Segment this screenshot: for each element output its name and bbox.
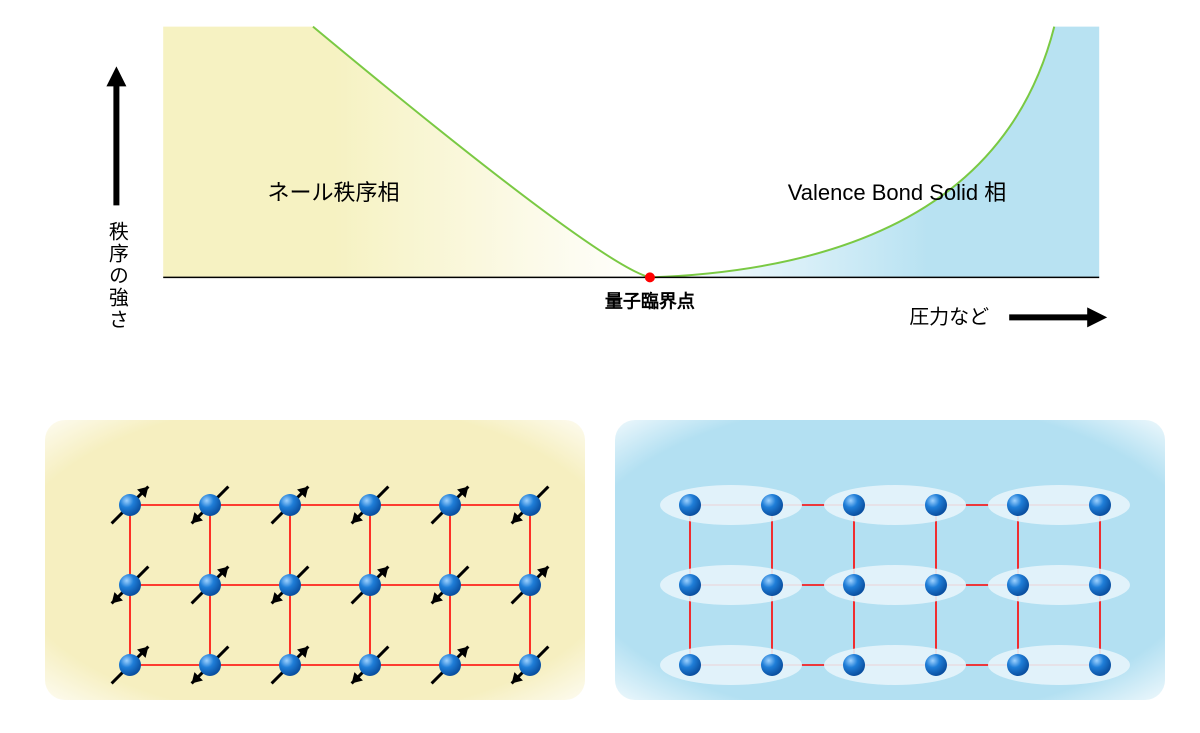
lattice-site <box>199 494 221 516</box>
y-arrow <box>106 66 126 205</box>
lattice-site <box>359 654 381 676</box>
lattice-site <box>1007 494 1029 516</box>
x-axis-label: 圧力など <box>909 305 989 328</box>
lattice-site <box>279 494 301 516</box>
lattice-site <box>925 494 947 516</box>
lattice-site <box>1089 654 1111 676</box>
lattice-site <box>679 494 701 516</box>
lattice-site <box>1007 574 1029 596</box>
lattice-site <box>843 574 865 596</box>
right-phase-fill <box>650 27 1099 278</box>
x-arrow <box>1009 307 1107 327</box>
lattice-site <box>761 654 783 676</box>
lattice-site <box>199 654 221 676</box>
lattice-site <box>519 494 541 516</box>
lattice-site <box>359 494 381 516</box>
y-axis-label: 秩序の強さ <box>105 220 128 330</box>
phase-diagram: 秩序の強さ ネール秩序相 Valence Bond Solid 相 量子臨界点 … <box>80 20 1120 350</box>
lattice-site <box>439 494 461 516</box>
lattice-site <box>925 574 947 596</box>
lattice-site <box>1007 654 1029 676</box>
right-phase-label: Valence Bond Solid 相 <box>788 180 1007 205</box>
lattice-site <box>119 654 141 676</box>
lattice-site <box>279 574 301 596</box>
lattice-site <box>843 494 865 516</box>
vbs-dimers <box>660 485 1130 685</box>
lattice-site <box>439 654 461 676</box>
left-phase-fill <box>163 27 650 278</box>
lattice-site <box>519 574 541 596</box>
lattice-site <box>119 574 141 596</box>
vbs-lattice <box>615 420 1165 700</box>
left-phase-label: ネール秩序相 <box>268 180 400 205</box>
neel-lattice <box>45 420 585 700</box>
lattice-site <box>679 654 701 676</box>
lattice-site <box>519 654 541 676</box>
lattice-site <box>279 654 301 676</box>
lattice-site <box>1089 494 1111 516</box>
lattice-site <box>843 654 865 676</box>
lattice-site <box>925 654 947 676</box>
lattice-site <box>359 574 381 596</box>
critical-point-label: 量子臨界点 <box>605 290 695 311</box>
lattice-site <box>439 574 461 596</box>
lattice-site <box>1089 574 1111 596</box>
lattice-site <box>119 494 141 516</box>
lattice-site <box>679 574 701 596</box>
lattice-site <box>761 494 783 516</box>
lattice-site <box>761 574 783 596</box>
lattice-site <box>199 574 221 596</box>
critical-point-dot <box>645 272 655 282</box>
